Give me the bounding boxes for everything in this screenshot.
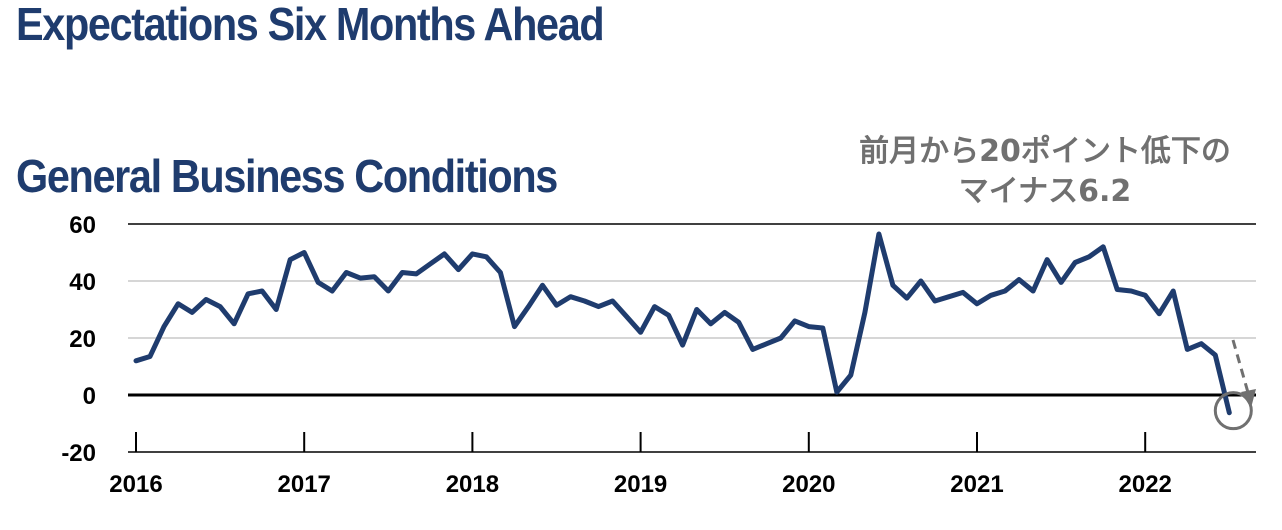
last-point-circle: [1213, 391, 1253, 431]
chart-title: General Business Conditions: [16, 150, 558, 202]
highlight-marker: [1213, 339, 1256, 431]
x-axis: 2016 2017 2018 2019 2020 2021 2022: [109, 432, 1256, 498]
x-tick-label: 2018: [446, 471, 499, 498]
trend-arrow-line: [1231, 339, 1251, 397]
y-axis: 60 40 20 0 -20: [61, 212, 96, 467]
x-tick-label: 2022: [1119, 471, 1172, 498]
y-tick-label: 0: [83, 383, 96, 410]
y-tick-label: -20: [61, 440, 96, 467]
y-tick-label: 40: [69, 269, 96, 296]
series: [133, 231, 1232, 416]
x-tick-label: 2019: [614, 471, 667, 498]
page-title: Expectations Six Months Ahead: [16, 0, 605, 50]
y-tick-label: 20: [69, 326, 96, 353]
x-tick-label: 2016: [109, 471, 162, 498]
trend-arrow-head: [1241, 389, 1256, 408]
series-line: [133, 231, 1232, 416]
x-tick-label: 2021: [950, 471, 1003, 498]
gridlines: [128, 223, 1256, 397]
annotation-line-1: 前月から20ポイント低下の: [859, 134, 1231, 169]
x-tick-label: 2017: [278, 471, 331, 498]
y-tick-label: 60: [69, 212, 96, 239]
x-tick-label: 2020: [782, 471, 835, 498]
annotation-note: 前月から20ポイント低下の マイナス6.2: [820, 132, 1270, 212]
annotation-line-2: マイナス6.2: [958, 174, 1132, 209]
